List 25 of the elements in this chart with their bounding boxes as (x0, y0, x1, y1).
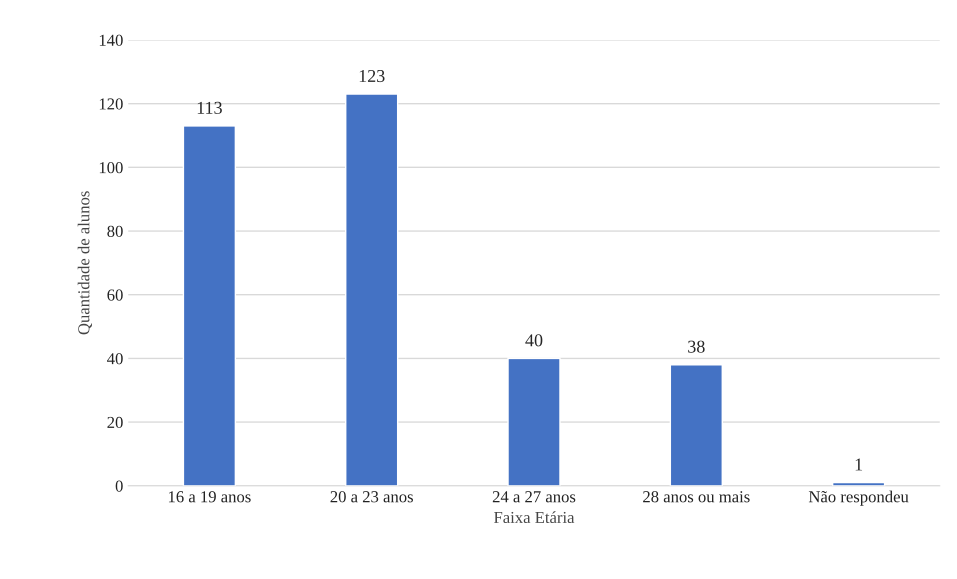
y-tick-label: 40 (107, 353, 123, 364)
x-axis-title: Faixa Etária (494, 511, 574, 524)
y-tick-label: 100 (100, 162, 123, 174)
y-axis-title: Quantidade de alunos (78, 191, 92, 334)
x-tick-label: Não respondeu (808, 490, 909, 506)
y-tick-label: 140 (100, 34, 123, 46)
data-label: 40 (525, 334, 542, 346)
bar (507, 358, 561, 486)
x-tick-label: 16 a 19 anos (168, 491, 251, 502)
y-tick-label: 0 (116, 480, 123, 492)
y-tick-label: 60 (107, 289, 123, 301)
y-tick-label: 80 (107, 226, 123, 237)
data-label: 1 (856, 458, 862, 470)
x-tick-label: 24 a 27 anos (492, 491, 576, 502)
data-label: 38 (688, 340, 705, 353)
x-tick-label: 20 a 23 anos (330, 491, 413, 502)
bar (832, 482, 886, 486)
bar (345, 93, 398, 486)
x-tick-label: 28 anos ou mais (643, 491, 750, 502)
y-tick-label: 120 (100, 98, 123, 110)
data-label: 123 (360, 70, 385, 82)
y-tick-label: 20 (107, 416, 123, 428)
bar (182, 125, 236, 486)
bar (670, 364, 723, 486)
data-label: 113 (198, 102, 222, 114)
